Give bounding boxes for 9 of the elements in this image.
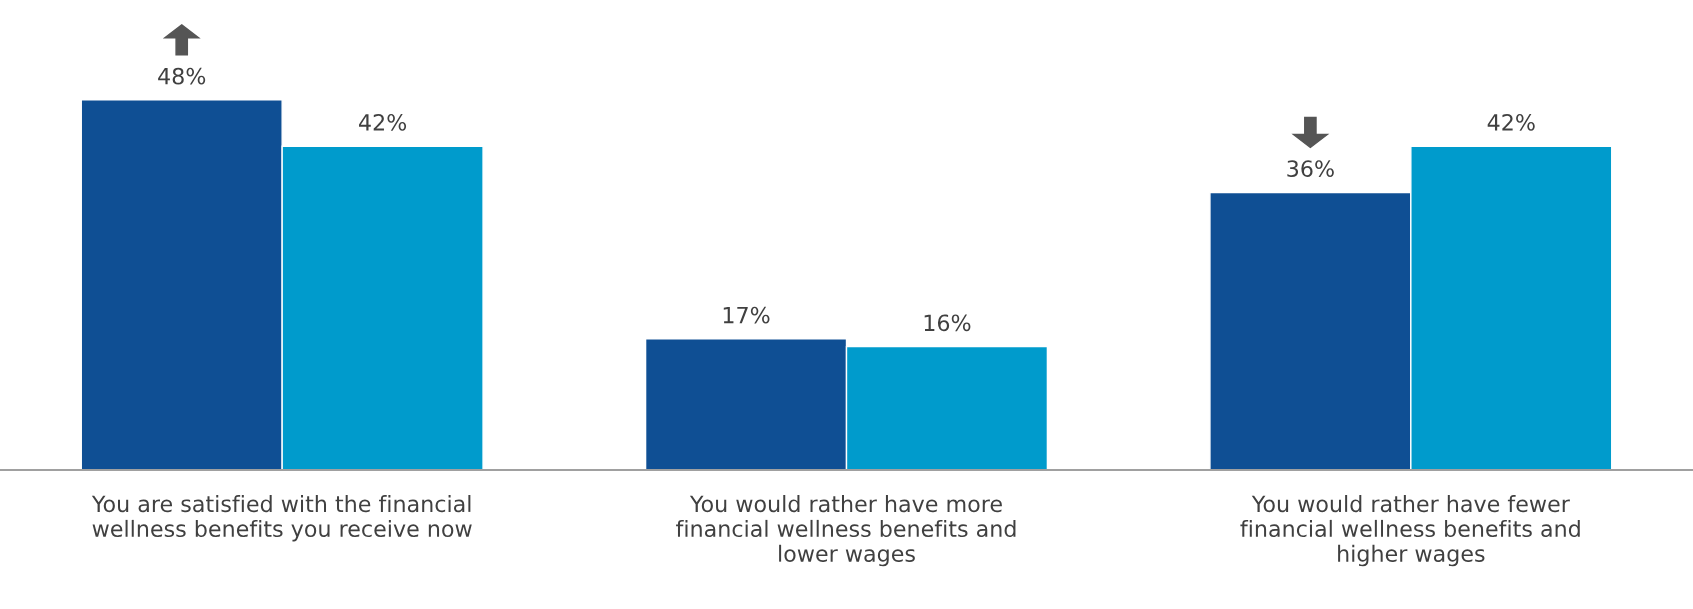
x-tick-label: You would rather have more financial wellness benefits and lower wages xyxy=(676,495,1016,567)
data-label: 16% xyxy=(924,314,971,332)
data-label: 42% xyxy=(359,113,407,131)
data-label: 42% xyxy=(1487,113,1535,131)
data-label: 17% xyxy=(723,306,770,324)
x-tick-label: You would rather have fewer financial wellness benefits and higher wages xyxy=(1240,495,1580,567)
x-tick-label: You are satisfied with the financial wellness benefits you receive now xyxy=(91,495,472,542)
data-label: 48% xyxy=(158,67,206,85)
data-label: 36% xyxy=(1287,160,1334,178)
